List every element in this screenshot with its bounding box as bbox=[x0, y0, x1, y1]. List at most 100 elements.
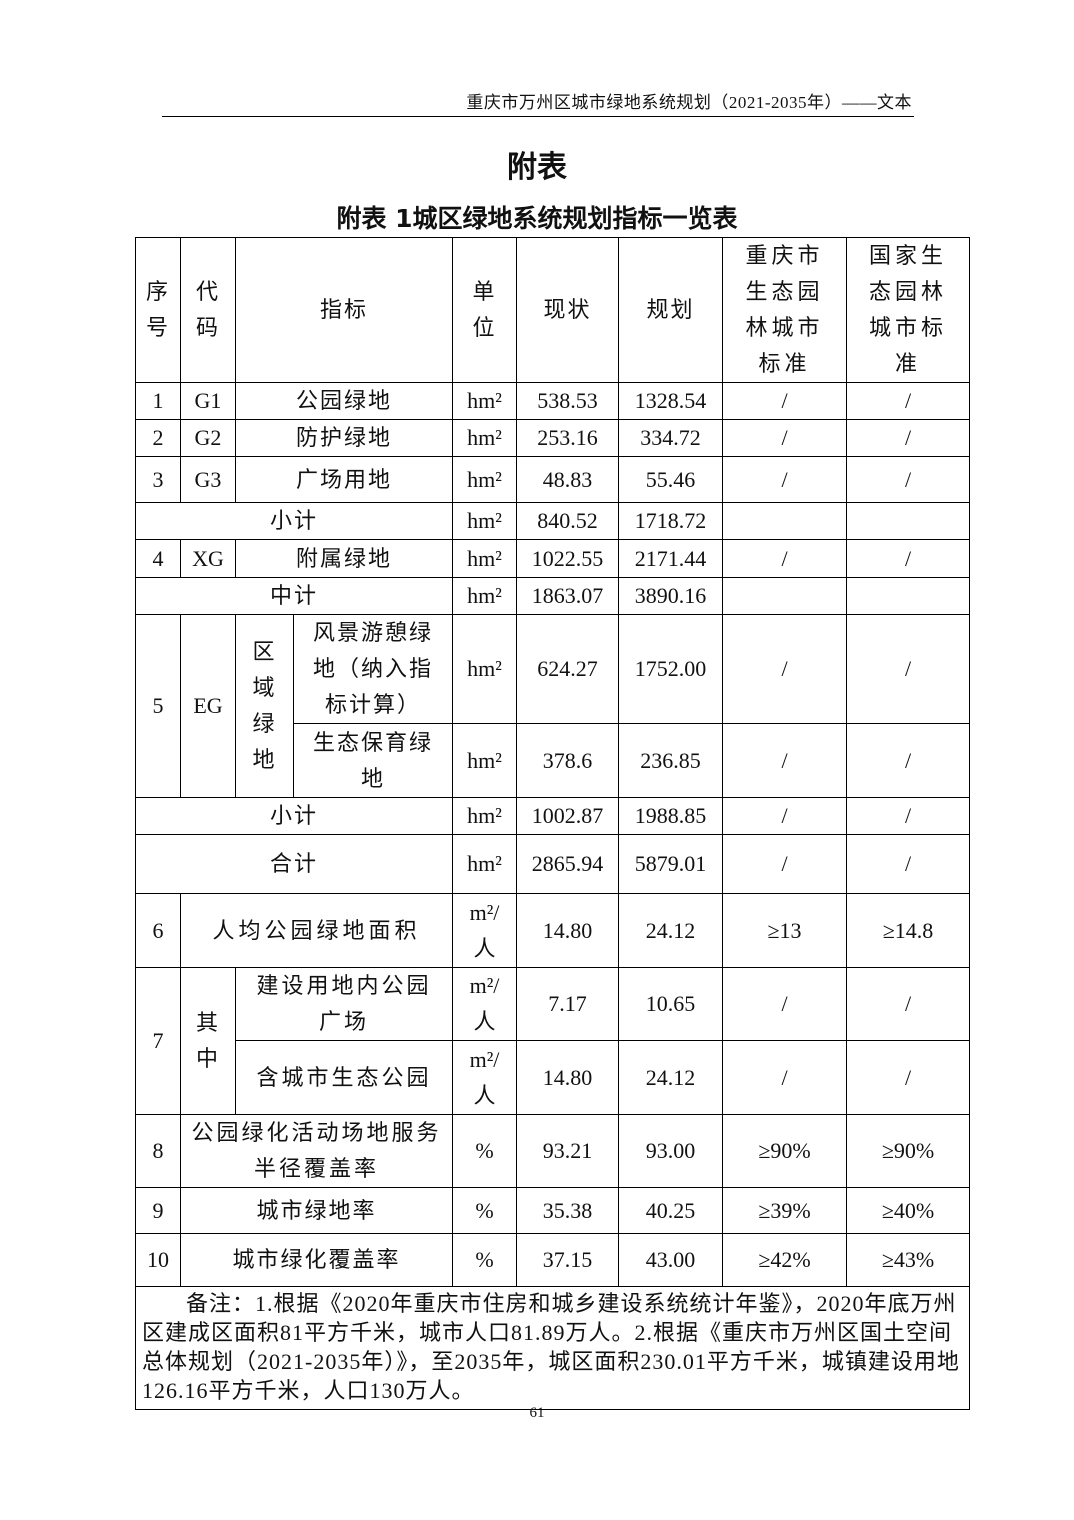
notes-text: 备注：1.根据《2020年重庆市住房和城乡建设系统统计年鉴》，2020年底万州区… bbox=[142, 1291, 960, 1403]
current-cell: 14.80 bbox=[516, 1040, 620, 1115]
plan-cell: 40.25 bbox=[618, 1187, 724, 1234]
code-cell: XG bbox=[180, 539, 236, 578]
name-cell: 广场用地 bbox=[234, 456, 454, 503]
current-cell: 253.16 bbox=[516, 419, 620, 457]
national-standard-cell: ≥90% bbox=[846, 1114, 971, 1188]
plan-cell: 10.65 bbox=[618, 967, 724, 1041]
cq-standard-cell: ≥39% bbox=[722, 1187, 848, 1234]
group-cell: 其中 bbox=[180, 967, 236, 1115]
current-cell: 1022.55 bbox=[516, 539, 620, 578]
name-cell: 防护绿地 bbox=[234, 419, 454, 457]
current-cell: 1002.87 bbox=[516, 797, 620, 835]
table-row: 8 公园绿化活动场地服务半径覆盖率% 93.21 93.00 ≥90% ≥90% bbox=[135, 1114, 971, 1188]
national-standard-cell: / bbox=[846, 967, 971, 1041]
plan-cell: 24.12 bbox=[618, 1040, 724, 1115]
seq-cell: 3 bbox=[135, 456, 181, 503]
cq-standard-cell: / bbox=[722, 419, 848, 457]
unit-cell: hm² bbox=[452, 577, 518, 615]
table-row: 含城市生态公园 m²/人 14.80 24.12// bbox=[136, 1040, 971, 1115]
header-rule bbox=[162, 116, 914, 117]
col-header: 重庆市生态园林城市标准 bbox=[722, 237, 848, 383]
notes-row: 备注：1.根据《2020年重庆市住房和城乡建设系统统计年鉴》，2020年底万州区… bbox=[134, 1286, 971, 1410]
current-cell: 1863.07 bbox=[516, 577, 620, 615]
code-cell: G1 bbox=[180, 382, 236, 420]
current-cell: 93.21 bbox=[516, 1114, 620, 1188]
cq-standard-cell: ≥13 bbox=[722, 893, 848, 968]
current-cell: 14.80 bbox=[516, 893, 620, 968]
plan-cell: 1988.85 bbox=[618, 797, 724, 835]
running-head: 重庆市万州区城市绿地系统规划（2021-2035年）——文本 bbox=[466, 93, 912, 112]
current-cell: 538.53 bbox=[516, 382, 620, 420]
subtotal-row: 小计 hm² 840.52 1718.72 bbox=[134, 502, 971, 540]
seq-cell: 10 bbox=[135, 1233, 181, 1287]
seq-cell: 8 bbox=[135, 1114, 181, 1188]
page-title: 附表 bbox=[507, 150, 567, 185]
unit-cell: % bbox=[452, 1114, 518, 1188]
national-standard-cell: / bbox=[846, 797, 971, 835]
seq-cell: 2 bbox=[135, 419, 181, 457]
cq-standard-cell: / bbox=[722, 967, 848, 1041]
col-header: 指标 bbox=[234, 237, 454, 383]
unit-cell: hm² bbox=[452, 419, 518, 457]
seq-cell: 9 bbox=[135, 1187, 181, 1234]
national-standard-cell: / bbox=[846, 834, 971, 894]
plan-cell: 3890.16 bbox=[618, 577, 724, 615]
table-row: 6 人均公园绿地面积 m²/人 14.80 24.12 ≥13 ≥14.8 bbox=[135, 893, 971, 968]
unit-cell: m²/人 bbox=[452, 1040, 518, 1115]
col-header: 单位 bbox=[452, 237, 518, 383]
plan-cell: 93.00 bbox=[618, 1114, 724, 1188]
national-standard-cell: ≥14.8 bbox=[846, 893, 971, 968]
seq-cell: 4 bbox=[135, 539, 181, 578]
total-row: 合计 hm² 2865.94 5879.01// bbox=[134, 834, 971, 894]
col-header: 规划 bbox=[618, 237, 724, 383]
header-row: 序号 代码 指标 单位 现状 规划 重庆市生态园林城市标准 国家生态园林城市标准 bbox=[135, 237, 971, 383]
notes-cell: 备注：1.根据《2020年重庆市住房和城乡建设系统统计年鉴》，2020年底万州区… bbox=[134, 1286, 971, 1410]
table-row: 10 城市绿化覆盖率% 37.15 43.00 ≥42% ≥43% bbox=[135, 1233, 971, 1287]
name-cell: 公园绿化活动场地服务半径覆盖率 bbox=[179, 1114, 454, 1188]
name-cell: 风景游憩绿地（纳入指标计算） bbox=[292, 614, 454, 724]
national-standard-cell: ≥43% bbox=[846, 1233, 971, 1287]
code-cell: G2 bbox=[180, 419, 236, 457]
plan-cell: 55.46 bbox=[618, 456, 724, 503]
table-title: 附表 1城区绿地系统规划指标一览表 bbox=[336, 204, 738, 233]
cq-standard-cell: / bbox=[722, 539, 848, 578]
national-standard-cell: / bbox=[846, 419, 971, 457]
col-header: 国家生态园林城市标准 bbox=[846, 237, 971, 383]
col-header: 代码 bbox=[180, 237, 236, 383]
seq-cell: 7 bbox=[135, 967, 181, 1115]
unit-cell: hm² bbox=[452, 456, 518, 503]
national-standard-cell: ≥40% bbox=[846, 1187, 971, 1234]
table-row: 5 EG 区域绿地 风景游憩绿地（纳入指标计算） hm² 624.27 1752.00// bbox=[135, 614, 971, 798]
national-standard-cell bbox=[846, 577, 971, 615]
name-cell: 公园绿地 bbox=[234, 382, 454, 420]
table-row: 生态保育绿地 hm² 378.6 236.85// bbox=[136, 723, 971, 798]
code-cell: G3 bbox=[180, 456, 236, 503]
name-cell: 城市绿化覆盖率 bbox=[179, 1233, 454, 1287]
unit-cell: hm² bbox=[452, 382, 518, 420]
plan-cell: 334.72 bbox=[618, 419, 724, 457]
plan-cell: 5879.01 bbox=[618, 834, 724, 894]
national-standard-cell: / bbox=[846, 539, 971, 578]
name-cell: 小计 bbox=[134, 502, 454, 540]
current-cell: 7.17 bbox=[516, 967, 620, 1041]
current-cell: 2865.94 bbox=[516, 834, 620, 894]
unit-cell: % bbox=[452, 1233, 518, 1287]
current-cell: 37.15 bbox=[516, 1233, 620, 1287]
page-number: 61 bbox=[529, 1405, 545, 1421]
name-cell: 含城市生态公园 bbox=[234, 1040, 454, 1115]
cq-standard-cell: / bbox=[722, 834, 848, 894]
unit-cell: hm² bbox=[452, 539, 518, 578]
cq-standard-cell bbox=[722, 502, 848, 540]
national-standard-cell: / bbox=[846, 1040, 971, 1115]
col-header: 现状 bbox=[516, 237, 620, 383]
current-cell: 48.83 bbox=[516, 456, 620, 503]
unit-cell: % bbox=[452, 1187, 518, 1234]
table-row: 3 G3 广场用地 hm² 48.83 55.46// bbox=[135, 456, 971, 503]
unit-cell: hm² bbox=[452, 502, 518, 540]
cq-standard-cell: ≥90% bbox=[722, 1114, 848, 1188]
plan-cell: 1752.00 bbox=[618, 614, 724, 724]
plan-cell: 1328.54 bbox=[618, 382, 724, 420]
current-cell: 378.6 bbox=[516, 723, 620, 798]
plan-cell: 2171.44 bbox=[618, 539, 724, 578]
seq-cell: 1 bbox=[135, 382, 181, 420]
